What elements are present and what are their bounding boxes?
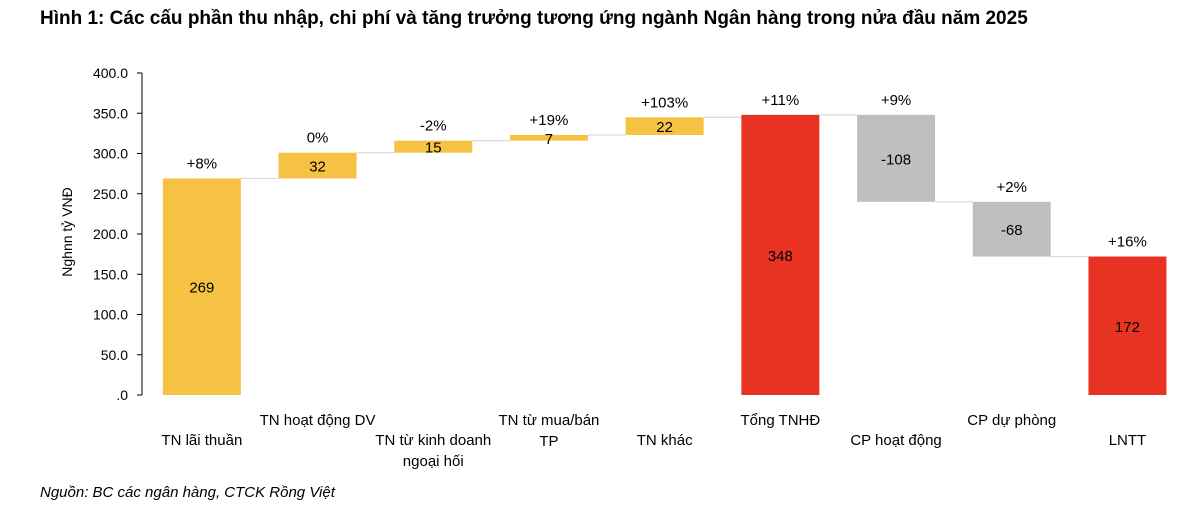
source-note: Nguồn: BC các ngân hàng, CTCK Rồng Việt (40, 484, 335, 501)
waterfall-bar (857, 114, 936, 202)
y-tick-label: 400.0 (93, 65, 128, 81)
bar-value-label: 269 (189, 280, 214, 297)
y-tick-label: .0 (116, 387, 128, 403)
chart-title: Hình 1: Các cấu phần thu nhập, chi phí v… (40, 8, 1028, 29)
y-tick-label: 200.0 (93, 226, 128, 242)
y-tick-label: 250.0 (93, 186, 128, 202)
y-tick-label: 150.0 (93, 266, 128, 282)
category-label: TN từ mua/bán (498, 412, 599, 429)
y-tick-label: 300.0 (93, 146, 128, 162)
bar-value-label: 348 (768, 248, 793, 265)
category-label: Tổng TNHĐ (740, 412, 820, 429)
category-label: TN từ kinh doanh (375, 432, 491, 449)
x-axis-categories: TN lãi thuần TN hoạt động DV TN từ kinh do… (161, 412, 1146, 470)
category-label: TP (539, 433, 558, 450)
category-label: CP dự phòng (967, 412, 1056, 429)
bar-value-label: 7 (545, 131, 553, 148)
growth-label: +11% (762, 92, 800, 109)
bar-value-label: 15 (425, 140, 442, 157)
y-tick-label: 50.0 (101, 347, 128, 363)
category-label: TN khác (637, 432, 693, 449)
growth-label: +2% (997, 179, 1027, 196)
bar-value-label: 22 (656, 119, 673, 136)
waterfall-bar (162, 178, 241, 395)
growth-label: -2% (420, 118, 447, 135)
waterfall-chart: 400.0 350.0 300.0 250.0 200.0 150.0 100.0 50.0.… (59, 65, 1167, 470)
category-label: TN hoạt động DV (260, 412, 376, 429)
growth-label: +8% (187, 155, 217, 172)
bars (162, 114, 1167, 396)
waterfall-bar (1088, 256, 1167, 395)
y-tick-label: 100.0 (93, 307, 128, 323)
bar-value-label: -68 (1001, 222, 1023, 239)
connectors (240, 114, 1089, 258)
category-label: TN lãi thuần (161, 432, 242, 449)
growth-label: 0% (307, 130, 329, 147)
y-axis: 400.0 350.0 300.0 250.0 200.0 150.0 100.0 50.0.… (93, 65, 143, 403)
waterfall-bar (509, 134, 588, 141)
category-label: ngoại hối (403, 453, 464, 470)
growth-label: +16% (1108, 234, 1147, 251)
growth-label: +9% (881, 92, 911, 109)
growth-label: +19% (530, 112, 569, 129)
category-label: CP hoạt động (850, 432, 941, 449)
data-labels: 269 +8% 32 0% 15 -2% 7 +19% 22 +103% 348 +11% -108 +9… (187, 92, 1147, 336)
waterfall-bar (972, 201, 1051, 257)
waterfall-bar (394, 140, 473, 153)
category-label: LNTT (1109, 432, 1147, 449)
bar-value-label: -108 (881, 151, 911, 168)
bar-value-label: 172 (1115, 319, 1140, 336)
growth-label: +103% (641, 94, 688, 111)
y-tick-label: 350.0 (93, 105, 128, 121)
waterfall-bar (278, 152, 357, 179)
waterfall-bar (625, 117, 704, 135)
waterfall-bar (741, 114, 820, 396)
y-axis-label: Nghnn tỷ VNĐ (59, 187, 75, 276)
bar-value-label: 32 (309, 159, 326, 176)
